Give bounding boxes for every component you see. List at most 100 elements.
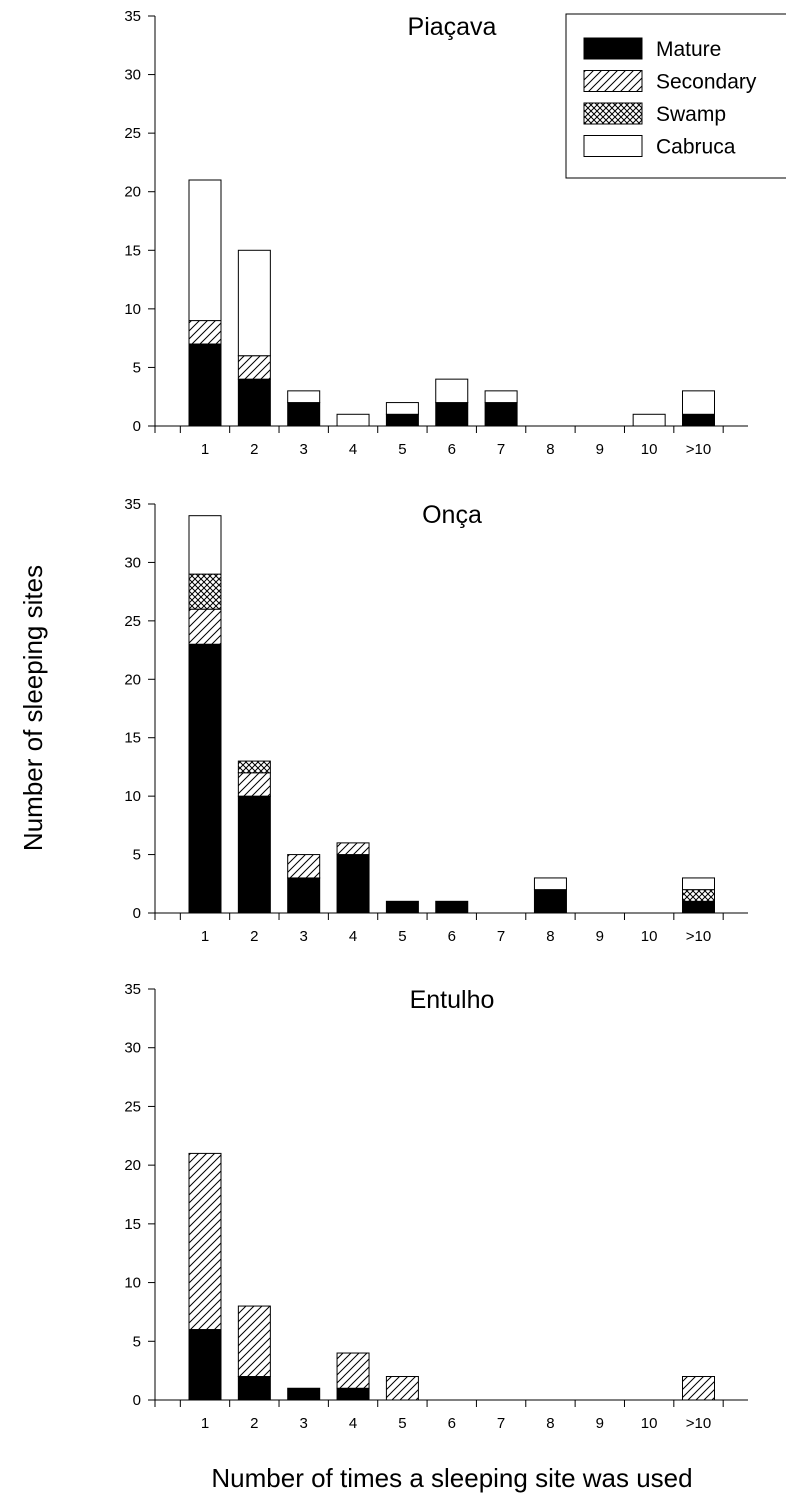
y-tick-label: 0 — [133, 418, 141, 435]
x-tick-label: 2 — [250, 441, 258, 458]
bar-swamp-2 — [237, 760, 271, 774]
bar-secondary-5 — [385, 1376, 419, 1401]
bar-cabruca-6 — [435, 378, 469, 404]
bar-swamp-1 — [188, 573, 222, 610]
bar-cabruca-1 — [188, 515, 222, 575]
bar-mature-3 — [287, 877, 321, 914]
x-tick-label: 8 — [546, 441, 554, 458]
bar-mature-5 — [385, 900, 419, 914]
x-tick-label: 1 — [201, 928, 209, 945]
panel-piacava: 0 5 10 15 20 25 30 35 1 2 3 4 5 6 7 8 9 10 >10 Piaçava — [124, 8, 748, 458]
bar-mature-7 — [484, 402, 518, 427]
bar-secondary-10 — [682, 1376, 715, 1401]
panel-onca: 0 5 10 15 20 25 30 35 1 2 3 4 5 6 7 8 9 10 >10 Onça — [124, 496, 748, 945]
x-tick-label: >10 — [686, 928, 711, 945]
x-tick-label: 6 — [448, 1415, 456, 1432]
legend-swatch-cabruca — [583, 135, 643, 157]
bar-cabruca-10 — [682, 877, 715, 891]
bar-mature-3 — [287, 402, 321, 427]
bar-mature-6 — [435, 402, 469, 427]
bar-mature-5 — [385, 413, 419, 427]
y-tick-label: 10 — [124, 1275, 141, 1292]
y-tick-label: 20 — [124, 671, 141, 688]
x-tick-label: 8 — [546, 1415, 554, 1432]
bar-swamp-10 — [682, 889, 715, 902]
x-tick-label: 5 — [398, 928, 406, 945]
x-tick-label: 4 — [349, 928, 357, 945]
x-tick-label: 3 — [300, 928, 308, 945]
x-tick-label: 3 — [300, 441, 308, 458]
x-tick-label: 5 — [398, 1415, 406, 1432]
bar-mature-2 — [237, 1376, 271, 1401]
x-tick-label: 4 — [349, 441, 357, 458]
legend-swatch-swamp — [583, 102, 643, 125]
y-tick-label: 35 — [124, 981, 141, 998]
bar-secondary-2 — [237, 355, 271, 380]
y-tick-label: 25 — [124, 125, 141, 142]
y-tick-label: 10 — [124, 301, 141, 318]
y-tick-label: 20 — [124, 184, 141, 201]
bar-secondary-1 — [188, 608, 222, 645]
y-tick-label: 30 — [124, 554, 141, 571]
bar-secondary-4 — [336, 1352, 370, 1389]
x-tick-label: 8 — [546, 928, 554, 945]
bar-cabruca-3 — [287, 390, 321, 404]
y-tick-label: 10 — [124, 788, 141, 805]
bar-cabruca-2 — [237, 249, 271, 357]
bar-mature-8 — [533, 889, 567, 914]
x-tick-label: 7 — [497, 441, 505, 458]
y-tick-label: 0 — [133, 1392, 141, 1409]
legend-label-swamp: Swamp — [656, 103, 726, 126]
x-tick-label: 4 — [349, 1415, 357, 1432]
bar-mature-1 — [188, 643, 222, 914]
y-tick-label: 20 — [124, 1157, 141, 1174]
bar-cabruca-7 — [484, 390, 518, 404]
y-tick-label: 0 — [133, 905, 141, 922]
bar-mature-1 — [188, 343, 222, 427]
bar-secondary-3 — [287, 854, 321, 879]
x-tick-label: 1 — [201, 1415, 209, 1432]
y-axis-title: Number of sleeping sites — [18, 565, 48, 851]
legend: Mature Secondary Swamp Cabruca — [565, 13, 786, 179]
bar-secondary-4 — [336, 842, 370, 856]
bar-cabruca-10 — [682, 390, 715, 415]
bar-cabruca-4 — [336, 413, 370, 427]
bar-secondary-1 — [188, 1152, 222, 1331]
y-tick-label: 15 — [124, 730, 141, 747]
x-tick-label: 9 — [596, 1415, 604, 1432]
panel-entulho: 0 5 10 15 20 25 30 35 1 2 3 4 5 6 7 8 9 10 >10 Entulho — [124, 981, 748, 1432]
x-tick-label: 2 — [250, 1415, 258, 1432]
x-tick-label: 1 — [201, 441, 209, 458]
bar-secondary-2 — [237, 772, 271, 797]
x-tick-label: >10 — [686, 441, 711, 458]
bar-mature-6 — [435, 900, 469, 914]
y-tick-label: 5 — [133, 1333, 141, 1350]
bar-mature-10 — [682, 413, 715, 427]
y-tick-label: 30 — [124, 1040, 141, 1057]
y-tick-label: 5 — [133, 359, 141, 376]
bar-mature-4 — [336, 1387, 370, 1401]
x-tick-label: >10 — [686, 1415, 711, 1432]
bar-cabruca-10 — [632, 413, 666, 427]
y-tick-label: 30 — [124, 67, 141, 84]
x-tick-label: 6 — [448, 928, 456, 945]
bar-mature-3 — [287, 1387, 321, 1401]
x-tick-label: 7 — [497, 928, 505, 945]
y-tick-label: 5 — [133, 847, 141, 864]
legend-label-cabruca: Cabruca — [656, 136, 736, 159]
x-tick-label: 9 — [596, 928, 604, 945]
x-tick-label: 10 — [641, 1415, 658, 1432]
legend-swatch-mature — [583, 37, 643, 60]
y-tick-label: 25 — [124, 1098, 141, 1115]
y-tick-label: 15 — [124, 242, 141, 259]
legend-label-mature: Mature — [656, 38, 721, 61]
bar-mature-2 — [237, 795, 271, 914]
panel-title: Onça — [422, 501, 482, 529]
x-tick-label: 2 — [250, 928, 258, 945]
x-axis-title: Number of times a sleeping site was used — [211, 1463, 692, 1493]
bar-cabruca-1 — [188, 179, 222, 322]
x-tick-label: 7 — [497, 1415, 505, 1432]
bar-cabruca-8 — [533, 877, 567, 891]
legend-swatch-secondary — [583, 70, 643, 92]
